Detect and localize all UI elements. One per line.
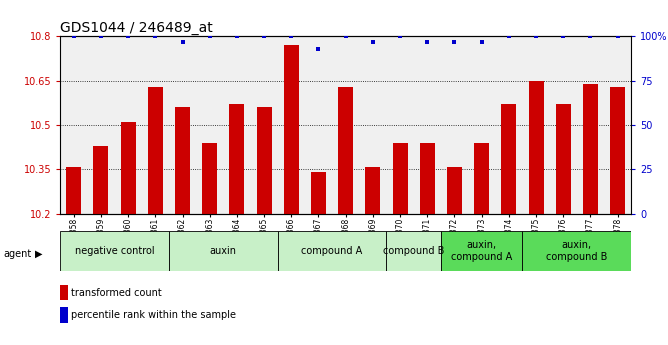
Point <box>123 33 134 39</box>
Bar <box>311 172 326 214</box>
Text: auxin,
compound A: auxin, compound A <box>451 240 512 262</box>
Text: transformed count: transformed count <box>71 288 162 297</box>
Bar <box>441 231 522 271</box>
Point <box>422 39 433 44</box>
Bar <box>420 143 435 214</box>
Bar <box>94 146 108 214</box>
Point <box>476 39 487 44</box>
Bar <box>229 104 244 214</box>
Bar <box>175 107 190 214</box>
Bar <box>278 231 387 271</box>
Point <box>259 33 269 39</box>
Text: negative control: negative control <box>75 246 154 256</box>
Bar <box>338 87 353 214</box>
Point <box>367 39 378 44</box>
Bar <box>60 231 169 271</box>
Text: agent: agent <box>3 249 31 258</box>
Text: compound A: compound A <box>301 246 363 256</box>
Bar <box>522 231 631 271</box>
Bar <box>556 104 570 214</box>
Point <box>449 39 460 44</box>
Bar <box>583 83 598 214</box>
Bar <box>121 122 136 214</box>
Point <box>68 33 79 39</box>
Bar <box>447 167 462 214</box>
Text: percentile rank within the sample: percentile rank within the sample <box>71 310 236 320</box>
Bar <box>474 143 489 214</box>
Bar <box>169 231 278 271</box>
Point <box>204 33 215 39</box>
Point <box>177 39 188 44</box>
Bar <box>387 231 441 271</box>
Point <box>585 33 596 39</box>
Bar <box>202 143 217 214</box>
Point <box>150 33 161 39</box>
Point <box>232 33 242 39</box>
Text: auxin: auxin <box>210 246 236 256</box>
Point <box>96 33 106 39</box>
Point <box>340 33 351 39</box>
Point <box>395 33 405 39</box>
Bar <box>284 45 299 214</box>
Bar <box>148 87 163 214</box>
Bar <box>393 143 407 214</box>
Point <box>313 46 324 51</box>
Point <box>613 33 623 39</box>
Bar <box>610 87 625 214</box>
Bar <box>528 81 544 214</box>
Text: GDS1044 / 246489_at: GDS1044 / 246489_at <box>60 21 213 35</box>
Bar <box>66 167 81 214</box>
Bar <box>502 104 516 214</box>
Point <box>504 33 514 39</box>
Bar <box>365 167 380 214</box>
Text: ▶: ▶ <box>35 249 42 258</box>
Point <box>530 33 541 39</box>
Point <box>286 33 297 39</box>
Bar <box>257 107 272 214</box>
Text: compound B: compound B <box>383 246 444 256</box>
Point <box>558 33 568 39</box>
Text: auxin,
compound B: auxin, compound B <box>546 240 608 262</box>
